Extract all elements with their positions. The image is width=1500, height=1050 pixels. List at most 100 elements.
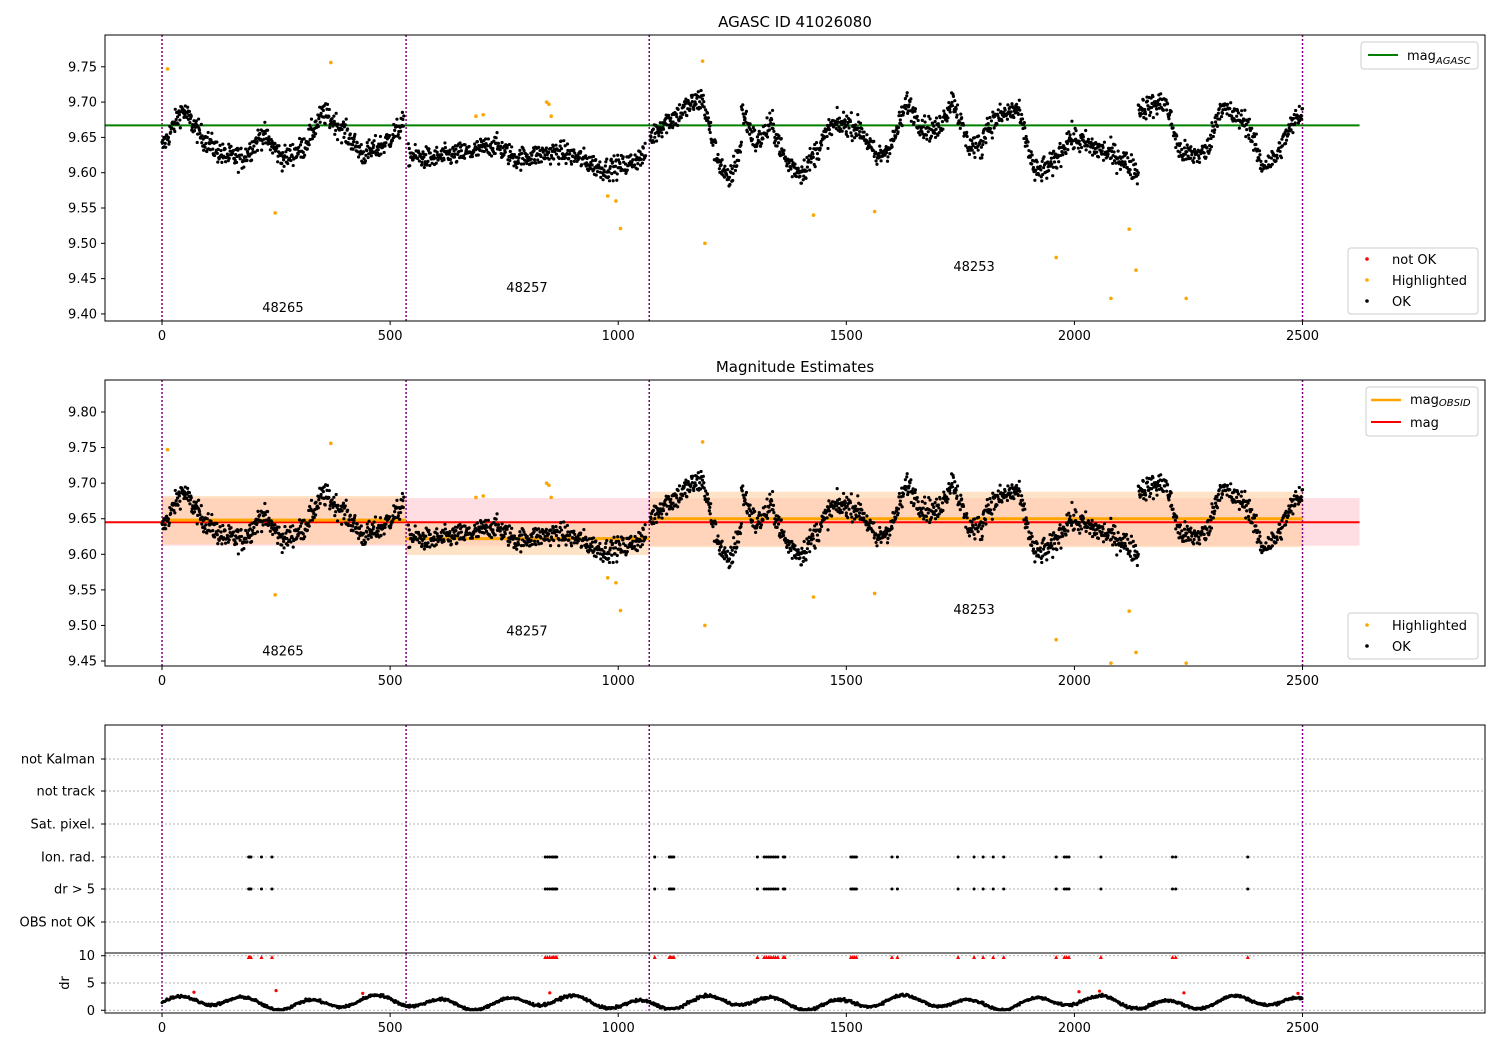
ok-point bbox=[1006, 103, 1010, 107]
ok-point bbox=[731, 178, 735, 183]
ok-point bbox=[1245, 509, 1249, 513]
ok-point bbox=[1064, 533, 1068, 537]
ok-point bbox=[1040, 179, 1044, 183]
ok-point bbox=[401, 499, 405, 503]
ok-point bbox=[1060, 150, 1064, 154]
ok-point bbox=[413, 524, 417, 528]
ok-point bbox=[370, 141, 374, 145]
ok-point bbox=[164, 145, 168, 149]
ok-point bbox=[569, 159, 573, 164]
ok-point bbox=[310, 518, 314, 522]
ok-point bbox=[1078, 142, 1082, 147]
ok-point bbox=[198, 131, 202, 135]
ok-point bbox=[417, 159, 421, 163]
ok-point bbox=[1300, 117, 1304, 121]
ok-point bbox=[610, 553, 614, 557]
ok-point bbox=[297, 527, 301, 531]
ok-point bbox=[841, 110, 846, 114]
ok-point bbox=[239, 146, 243, 150]
ok-point bbox=[1274, 159, 1278, 163]
x-tick-label: 1500 bbox=[830, 329, 863, 344]
ok-point bbox=[631, 158, 635, 162]
ok-point bbox=[186, 486, 190, 490]
ok-point bbox=[507, 142, 511, 147]
ok-point bbox=[988, 115, 992, 120]
ok-point bbox=[255, 530, 260, 534]
ok-point bbox=[266, 509, 270, 514]
ok-point bbox=[643, 535, 648, 539]
ok-point bbox=[945, 500, 949, 504]
ok-point bbox=[657, 515, 661, 519]
ok-point bbox=[967, 152, 972, 156]
ok-point bbox=[301, 150, 305, 155]
ok-point bbox=[355, 141, 359, 145]
ok-point bbox=[564, 156, 568, 160]
ok-point bbox=[415, 538, 420, 542]
ok-point bbox=[375, 526, 379, 530]
ok-point bbox=[1264, 159, 1268, 163]
ok-point bbox=[872, 139, 876, 143]
magnitude-estimates-title: Magnitude Estimates bbox=[716, 358, 874, 376]
ok-point bbox=[875, 162, 879, 166]
ok-point bbox=[288, 148, 292, 152]
ok-point bbox=[959, 493, 963, 497]
ok-point bbox=[950, 104, 955, 108]
ok-point bbox=[199, 122, 203, 126]
ok-point bbox=[976, 148, 980, 152]
ok-point bbox=[933, 135, 938, 140]
ok-point bbox=[598, 160, 602, 164]
ok-point bbox=[382, 532, 386, 536]
ok-point bbox=[536, 158, 540, 162]
ok-point bbox=[1209, 136, 1213, 141]
ok-point bbox=[356, 155, 361, 159]
ok-point bbox=[958, 120, 962, 125]
ok-point bbox=[1219, 114, 1224, 119]
ok-point bbox=[909, 97, 913, 101]
ok-point bbox=[801, 178, 805, 182]
ok-point bbox=[950, 100, 954, 104]
ok-point bbox=[204, 523, 208, 527]
ok-point bbox=[761, 137, 765, 141]
ok-point bbox=[424, 534, 428, 538]
ok-point bbox=[1163, 103, 1167, 107]
ok-point bbox=[215, 533, 219, 537]
ok-point bbox=[291, 524, 295, 528]
ok-point bbox=[720, 158, 724, 162]
ok-point bbox=[862, 130, 866, 134]
ok-point bbox=[424, 153, 428, 157]
ok-point bbox=[492, 139, 496, 143]
ok-point bbox=[215, 140, 219, 144]
ok-point bbox=[604, 160, 608, 164]
ok-point bbox=[334, 510, 338, 514]
ok-point bbox=[1010, 483, 1014, 487]
ok-point bbox=[679, 497, 683, 501]
ok-point bbox=[988, 497, 992, 501]
x-tick-label: 2000 bbox=[1058, 329, 1091, 344]
ok-point bbox=[1235, 495, 1239, 499]
ok-point bbox=[931, 122, 935, 126]
ok-point bbox=[1150, 101, 1154, 106]
ok-point bbox=[345, 508, 350, 512]
ok-point bbox=[898, 118, 902, 122]
ok-point bbox=[1118, 167, 1123, 171]
ok-point bbox=[194, 119, 198, 123]
ok-point bbox=[1024, 134, 1028, 139]
ok-point bbox=[245, 158, 249, 162]
ok-point bbox=[649, 135, 653, 139]
ok-point bbox=[342, 135, 346, 139]
ok-point bbox=[193, 507, 197, 511]
ok-point bbox=[989, 500, 994, 504]
ok-point bbox=[790, 158, 794, 162]
ok-point bbox=[566, 148, 570, 153]
ok-point bbox=[979, 527, 983, 531]
ok-point bbox=[1257, 530, 1262, 534]
ok-point bbox=[1052, 149, 1056, 153]
ok-point bbox=[1259, 541, 1263, 545]
ok-point bbox=[658, 121, 662, 125]
ok-point bbox=[1239, 494, 1243, 498]
ok-point bbox=[614, 158, 618, 162]
highlighted-point bbox=[1127, 227, 1131, 231]
ok-point bbox=[378, 134, 383, 139]
ok-point bbox=[428, 532, 432, 536]
